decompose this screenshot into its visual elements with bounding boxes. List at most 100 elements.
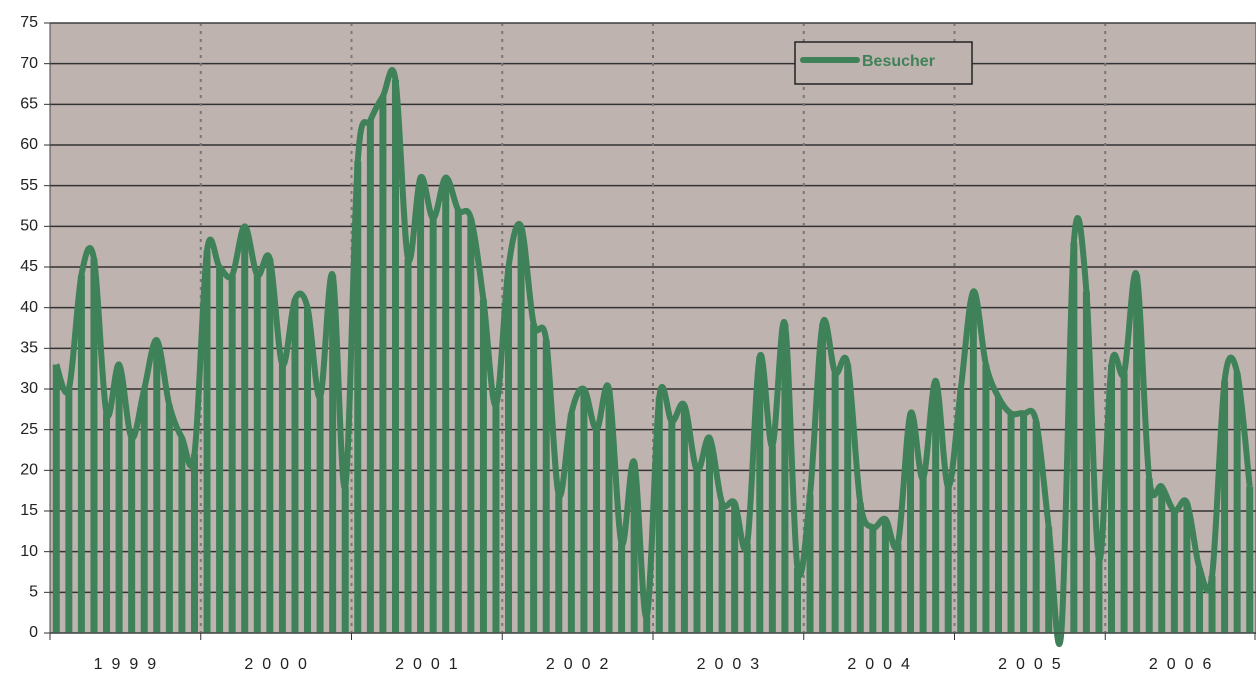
bar xyxy=(203,250,211,633)
bar xyxy=(1145,478,1153,633)
bar xyxy=(994,397,1002,633)
bar xyxy=(341,486,349,633)
bar xyxy=(1133,275,1141,633)
bar xyxy=(768,445,776,633)
bar xyxy=(844,364,852,633)
bar xyxy=(957,389,965,633)
bar xyxy=(718,502,726,633)
bar xyxy=(253,275,261,633)
bar xyxy=(982,364,990,633)
bar xyxy=(605,389,613,633)
bar xyxy=(706,437,714,633)
x-year-label: 2006 xyxy=(1149,656,1221,673)
bar xyxy=(467,218,475,633)
x-year-label: 2002 xyxy=(546,656,618,673)
bar xyxy=(680,405,688,633)
bar xyxy=(454,210,462,634)
bar xyxy=(266,258,274,633)
legend-label: Besucher xyxy=(862,53,935,70)
bar xyxy=(1020,413,1028,633)
bar xyxy=(190,454,198,633)
bar xyxy=(1233,372,1241,633)
bar xyxy=(354,161,362,633)
bar xyxy=(869,527,877,633)
bar xyxy=(140,389,148,633)
bar xyxy=(932,380,940,633)
bar xyxy=(366,120,374,634)
bar xyxy=(492,405,500,633)
bar xyxy=(881,519,889,633)
bar xyxy=(1032,421,1040,633)
y-tick-label: 35 xyxy=(20,340,38,357)
bar xyxy=(1095,559,1103,633)
y-tick-label: 30 xyxy=(20,380,38,397)
bar xyxy=(329,275,337,633)
bar xyxy=(643,616,651,633)
bar xyxy=(153,340,161,633)
bar xyxy=(103,413,111,633)
bar xyxy=(1208,576,1216,633)
bar xyxy=(90,258,98,633)
bar xyxy=(1082,291,1090,633)
bar xyxy=(1221,380,1229,633)
y-tick-label: 20 xyxy=(20,462,38,479)
x-year-label: 1999 xyxy=(94,656,166,673)
bar xyxy=(781,323,789,633)
bar xyxy=(517,226,525,634)
bar xyxy=(618,543,626,633)
bar xyxy=(316,397,324,633)
bar xyxy=(379,96,387,633)
y-tick-label: 65 xyxy=(20,96,38,113)
bar xyxy=(856,502,864,633)
bar xyxy=(1045,527,1053,633)
bar xyxy=(567,413,575,633)
bar xyxy=(806,494,814,633)
y-tick-label: 70 xyxy=(20,55,38,72)
y-tick-label: 75 xyxy=(20,14,38,31)
bar xyxy=(115,364,123,633)
bar xyxy=(1183,502,1191,633)
bar xyxy=(391,79,399,633)
y-tick-label: 55 xyxy=(20,177,38,194)
bar xyxy=(580,389,588,633)
bar xyxy=(404,258,412,633)
x-year-label: 2003 xyxy=(697,656,769,673)
bar xyxy=(505,267,513,633)
bar xyxy=(819,323,827,633)
bar xyxy=(417,177,425,634)
bar xyxy=(1158,486,1166,633)
y-tick-label: 45 xyxy=(20,258,38,275)
y-tick-label: 60 xyxy=(20,136,38,153)
bar xyxy=(228,275,236,633)
bar xyxy=(630,462,638,633)
bar xyxy=(969,291,977,633)
bar xyxy=(304,307,312,633)
bar xyxy=(1246,486,1254,633)
x-year-label: 2005 xyxy=(998,656,1070,673)
bar xyxy=(756,356,764,633)
bar xyxy=(655,397,663,633)
bar xyxy=(216,267,224,633)
y-tick-label: 0 xyxy=(29,624,38,641)
bar xyxy=(241,226,249,634)
bar xyxy=(1108,364,1116,633)
bar xyxy=(831,372,839,633)
bar xyxy=(743,543,751,633)
bar xyxy=(530,323,538,633)
x-year-label: 2004 xyxy=(847,656,919,673)
bar xyxy=(542,340,550,633)
bar xyxy=(907,413,915,633)
bar xyxy=(1070,242,1078,633)
bar xyxy=(165,405,173,633)
x-year-label: 2001 xyxy=(395,656,467,673)
bar xyxy=(592,429,600,633)
bar xyxy=(919,478,927,633)
bar xyxy=(291,299,299,633)
bar xyxy=(944,486,952,633)
legend: Besucher xyxy=(794,41,973,85)
bar xyxy=(693,470,701,633)
bar xyxy=(128,437,136,633)
y-tick-label: 25 xyxy=(20,421,38,438)
bar xyxy=(793,567,801,633)
bar xyxy=(1170,511,1178,633)
